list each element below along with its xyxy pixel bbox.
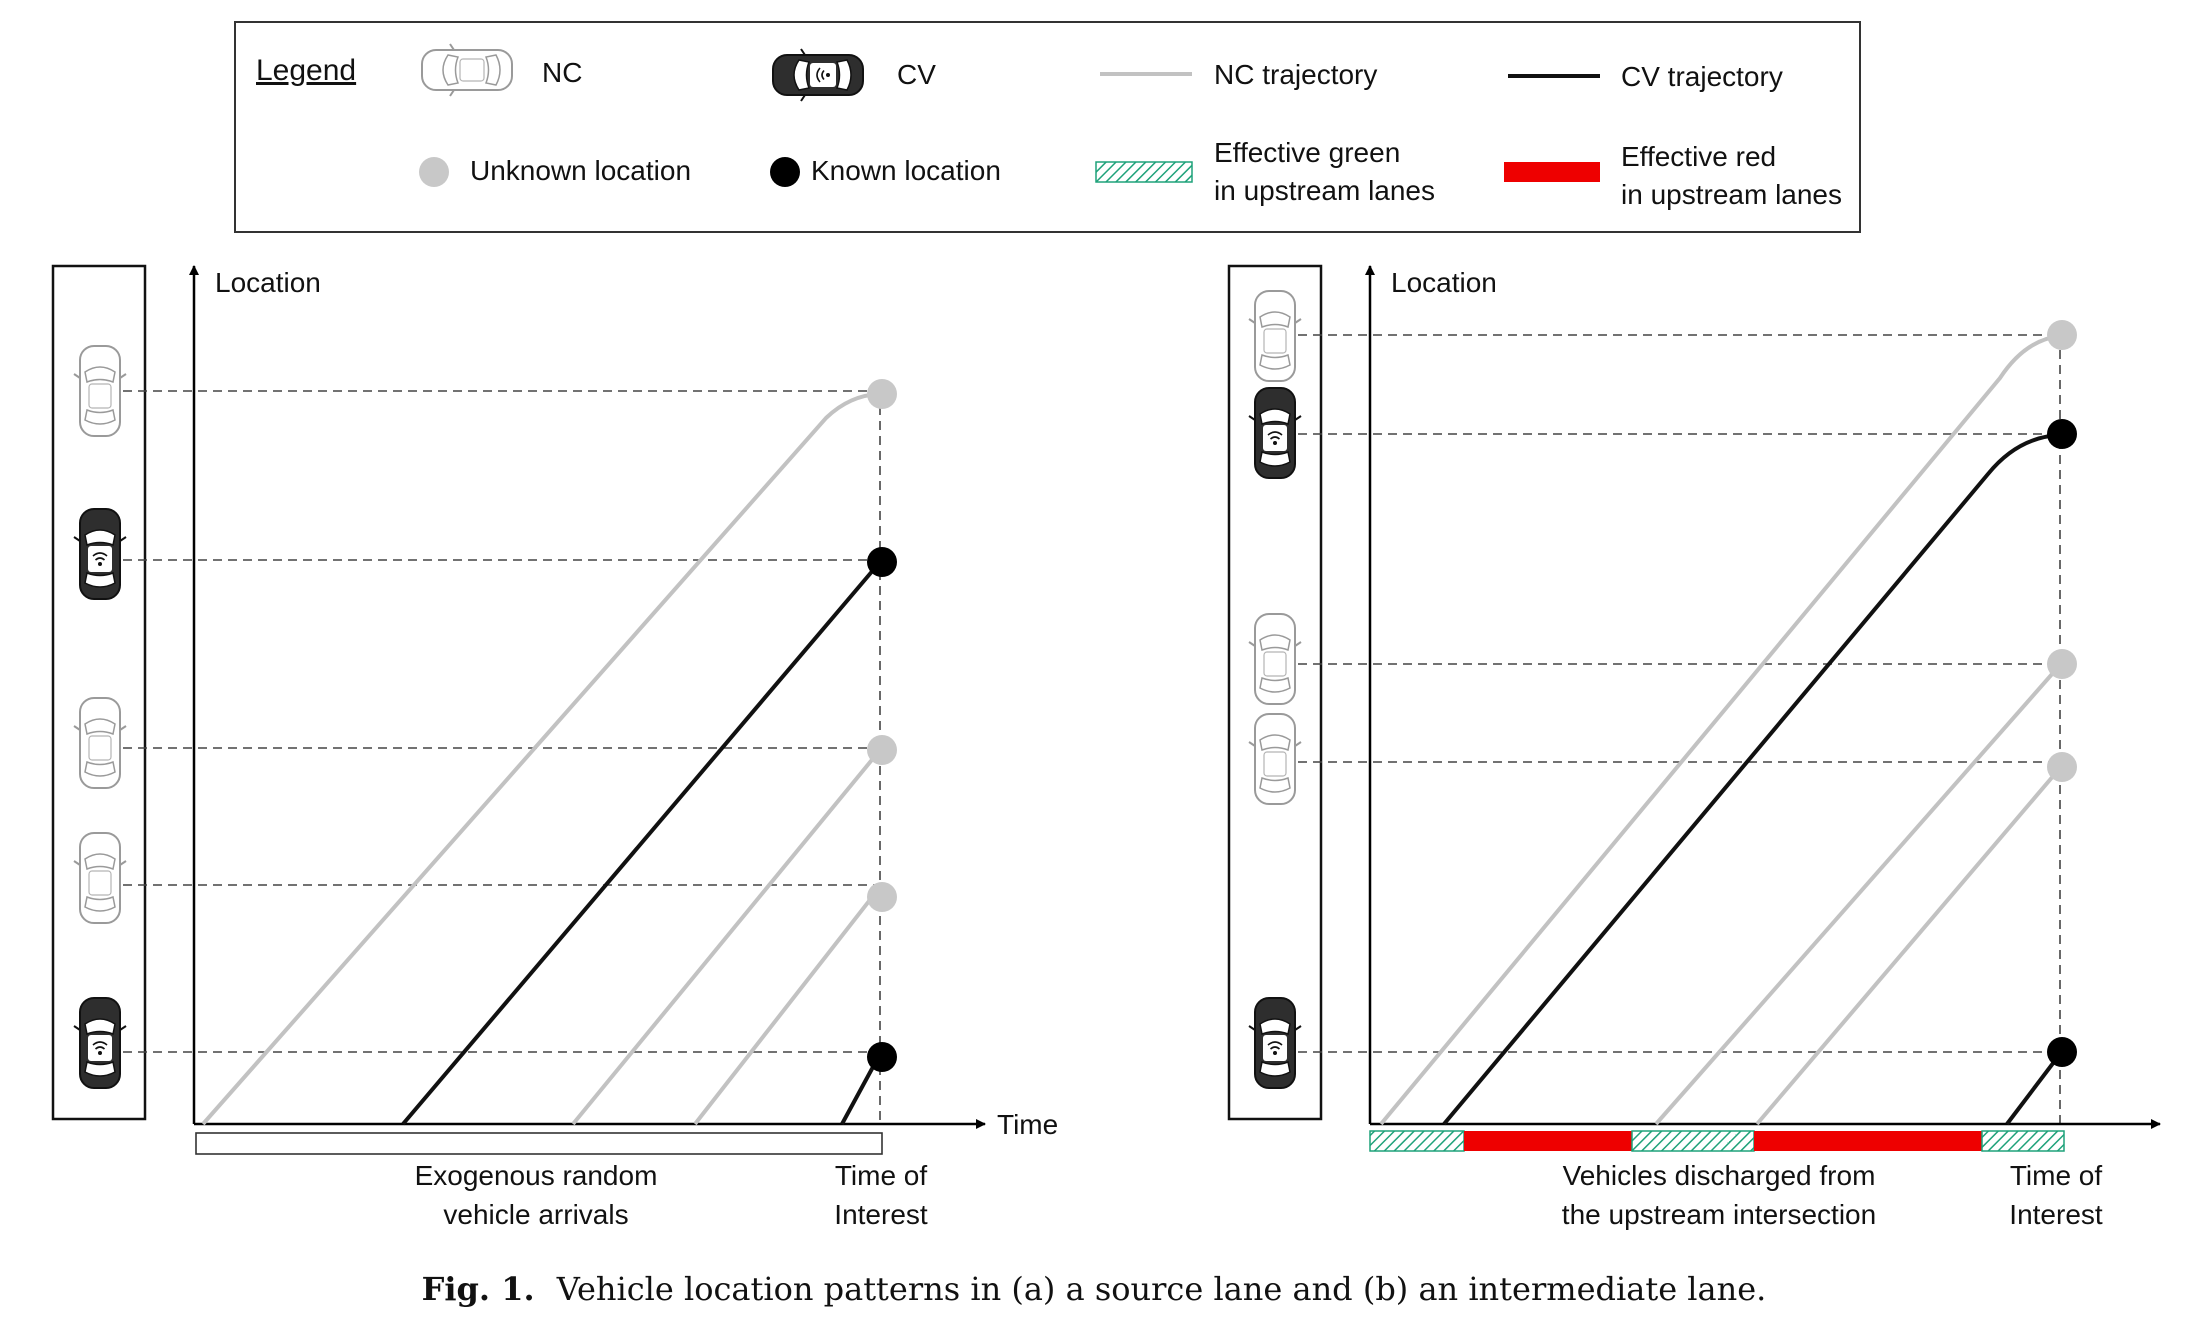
- legend-unknown-location-label: Unknown location: [470, 155, 691, 186]
- panel-b-time-of-interest-line1: Time of: [2010, 1160, 2103, 1191]
- legend-title: Legend: [256, 54, 356, 87]
- panel-a-x-axis-label: Time: [997, 1109, 1058, 1140]
- legend-effective-green-label-line2: in upstream lanes: [1214, 175, 1435, 206]
- panel-b-unknown-location-4: [2047, 752, 2077, 782]
- panel-a-unknown-location-1: [867, 379, 897, 409]
- figure-caption-label: Fig. 1.: [422, 1270, 535, 1308]
- panel-a-arrivals-bar: [195, 1132, 883, 1155]
- panel-a-y-axis-label: Location: [215, 267, 321, 298]
- panel-a-vehicle-5-cv-car-icon: [73, 997, 127, 1089]
- panel-a-caption-line2: vehicle arrivals: [443, 1199, 628, 1230]
- legend-known-location-label: Known location: [811, 155, 1001, 186]
- panel-a-nc-trajectory-4: [693, 885, 882, 1126]
- panel-a-vehicle-1-nc-car-icon: [73, 345, 127, 437]
- legend-nc-trajectory-label: NC trajectory: [1214, 59, 1377, 90]
- panel-b-caption-line2: the upstream intersection: [1562, 1199, 1876, 1230]
- legend-cv-car-icon: [772, 48, 864, 102]
- panel-b-vehicle-2-cv-car-icon: [1248, 387, 1302, 479]
- panel-a-vehicle-4-nc-car-icon: [73, 832, 127, 924]
- panel-a: Location Time Exogenous random vehicle a…: [51, 264, 1058, 1230]
- panel-b-known-location-5: [2047, 1037, 2077, 1067]
- panel-a-nc-trajectory-3: [571, 748, 882, 1126]
- panel-b-vehicle-4-nc-car-icon: [1248, 713, 1302, 805]
- legend-effective-red-label-line1: Effective red: [1621, 141, 1776, 172]
- legend-effective-green-swatch: [1095, 161, 1193, 183]
- panel-b-phase-green-1: [1369, 1130, 1465, 1152]
- panel-a-vehicle-column: [51, 264, 147, 1121]
- panel-b-nc-trajectory-1: [1379, 334, 2061, 1126]
- panel-b-phase-red-1: [1464, 1131, 1632, 1151]
- panel-a-cv-trajectory-2: [401, 560, 882, 1126]
- panel-a-known-location-5: [867, 1042, 897, 1072]
- panel-a-time-of-interest-line2: Interest: [834, 1199, 928, 1230]
- panel-b-unknown-location-1: [2047, 320, 2077, 350]
- panel-b-cv-trajectory-2: [1442, 433, 2061, 1126]
- panel-b-vehicle-3-nc-car-icon: [1248, 613, 1302, 705]
- panel-b-signal-phase-bar: [1369, 1130, 2065, 1152]
- panel-b-time-of-interest-line2: Interest: [2009, 1199, 2103, 1230]
- panel-b-known-location-2: [2047, 419, 2077, 449]
- legend-cv-trajectory-label: CV trajectory: [1621, 61, 1783, 92]
- figure-caption: Fig. 1. Vehicle location patterns in (a)…: [422, 1270, 1767, 1308]
- legend-box: Legend NC CV NC trajectory CV trajectory…: [234, 21, 1861, 233]
- panel-b-phase-green-2: [1631, 1130, 1755, 1152]
- panel-b-vehicle-1-nc-car-icon: [1248, 290, 1302, 382]
- panel-a-time-of-interest-line1: Time of: [835, 1160, 928, 1191]
- legend-known-location-marker: [770, 157, 800, 187]
- panel-a-unknown-location-4: [867, 882, 897, 912]
- legend-nc-label: NC: [542, 57, 582, 88]
- panel-a-vehicle-2-cv-car-icon: [73, 508, 127, 600]
- legend-effective-red-swatch: [1504, 162, 1600, 182]
- panel-a-vehicle-3-nc-car-icon: [73, 697, 127, 789]
- panel-b-nc-trajectory-3: [1654, 663, 2062, 1126]
- panel-b-vehicle-5-cv-car-icon: [1248, 997, 1302, 1089]
- panel-a-unknown-location-3: [867, 735, 897, 765]
- legend-nc-car-icon: [421, 43, 513, 97]
- panel-b-caption-line1: Vehicles discharged from: [1563, 1160, 1876, 1191]
- legend-unknown-location-marker: [419, 157, 449, 187]
- panel-b-nc-trajectory-4: [1755, 766, 2062, 1126]
- panel-b-cv-trajectory-5: [2005, 1052, 2062, 1126]
- panel-b-unknown-location-3: [2047, 649, 2077, 679]
- panel-a-caption-line1: Exogenous random: [415, 1160, 658, 1191]
- panel-b-y-axis-label: Location: [1391, 267, 1497, 298]
- panel-b-phase-red-2: [1754, 1131, 1982, 1151]
- panel-b: Location Vehicles discharged from the up…: [1227, 264, 2161, 1230]
- figure-caption-text: Vehicle location patterns in (a) a sourc…: [556, 1270, 1767, 1308]
- legend-cv-label: CV: [897, 59, 936, 90]
- legend-effective-red-label-line2: in upstream lanes: [1621, 179, 1842, 210]
- panel-a-known-location-2: [867, 547, 897, 577]
- panel-b-phase-green-3: [1981, 1130, 2065, 1152]
- legend-effective-green-label-line1: Effective green: [1214, 137, 1400, 168]
